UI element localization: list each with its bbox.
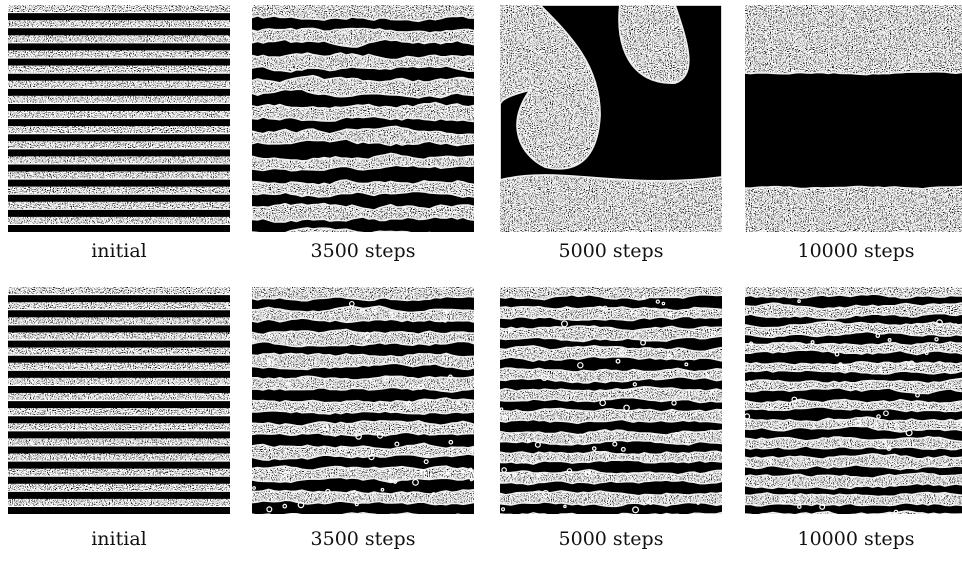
dark-domain (8, 340, 230, 348)
dark-domain (8, 58, 230, 66)
dark-domain (8, 401, 230, 409)
dark-domain (8, 431, 230, 439)
panel-caption: 5000 steps (559, 240, 664, 262)
figure: initial 3500 steps 5000 steps 10000 steps in… (0, 0, 962, 562)
dark-domain (8, 325, 230, 333)
dark-domain (8, 13, 230, 21)
dark-domain (8, 310, 230, 318)
dark-domain (8, 149, 230, 157)
panel (745, 5, 962, 232)
panel-caption: 10000 steps (797, 240, 914, 262)
dark-domain (8, 506, 230, 514)
dark-domain (745, 72, 962, 189)
dark-domain (8, 209, 230, 217)
dark-domain (8, 119, 230, 127)
dark-domain (8, 43, 230, 51)
dark-domain (8, 461, 230, 469)
dark-domain (8, 103, 230, 111)
dark-domain (8, 164, 230, 172)
panel (252, 286, 475, 517)
dark-domain (8, 295, 230, 303)
dark-domain (8, 416, 230, 424)
panel (8, 287, 230, 514)
dark-domain (8, 476, 230, 484)
dark-domain (8, 28, 230, 36)
dark-domain (8, 73, 230, 81)
dark-domain (8, 355, 230, 363)
dark-domain (8, 88, 230, 96)
page: initial 3500 steps 5000 steps 10000 steps in… (0, 0, 962, 562)
dark-domain (8, 370, 230, 378)
dark-domain (8, 224, 230, 232)
panel-caption: 3500 steps (311, 528, 416, 550)
panel (743, 285, 962, 516)
dark-domain (8, 194, 230, 202)
panel-caption: 3500 steps (311, 240, 416, 262)
panel (500, 5, 722, 232)
panel-caption: initial (91, 240, 147, 262)
panel (252, 5, 474, 236)
panel-caption: 10000 steps (797, 528, 914, 550)
dark-domain (8, 491, 230, 499)
panel (500, 287, 722, 518)
dark-domain (8, 446, 230, 454)
panel-caption: initial (91, 528, 147, 550)
panel (8, 5, 230, 232)
dark-domain (8, 385, 230, 393)
dark-domain (8, 134, 230, 142)
dark-domain (8, 179, 230, 187)
panel-caption: 5000 steps (559, 528, 664, 550)
